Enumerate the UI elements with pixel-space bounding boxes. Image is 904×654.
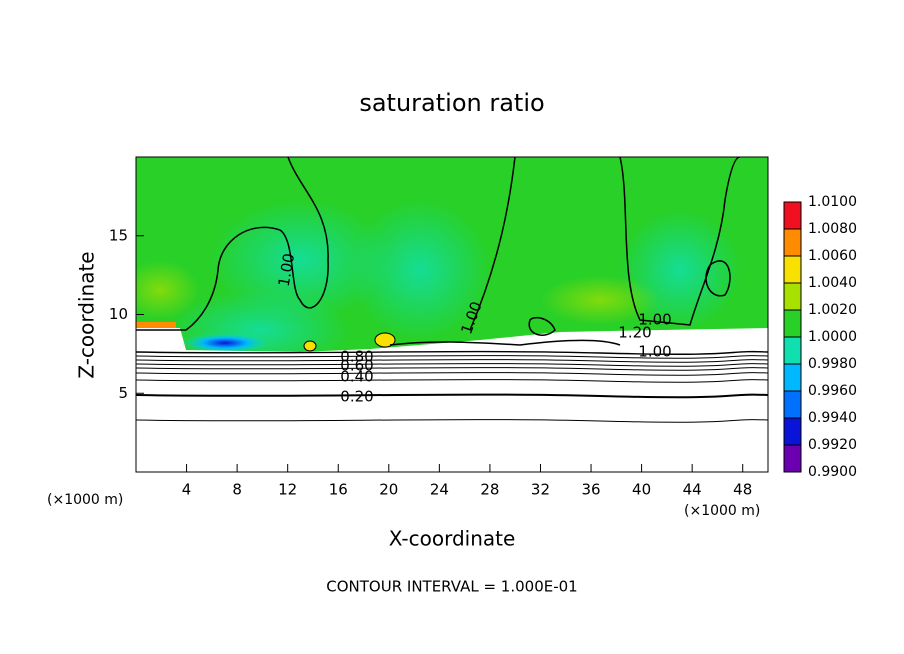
colorbar-swatch <box>783 390 802 419</box>
colorbar-label: 1.0060 <box>808 248 857 264</box>
colorbar-swatch <box>783 309 802 338</box>
contour-line <box>705 260 731 297</box>
contour-line <box>528 317 556 336</box>
contour-label: 1.00 <box>638 343 671 361</box>
colorbar-swatch <box>783 417 802 446</box>
field-patch <box>210 200 390 320</box>
contour-line <box>136 419 768 423</box>
x-tick-label: 12 <box>278 481 297 499</box>
contour-line <box>389 339 621 346</box>
contour-label: 0.80 <box>340 348 373 366</box>
y-tick-label: 15 <box>109 226 128 244</box>
colorbar-label: 0.9960 <box>808 383 857 399</box>
contour-line <box>136 359 768 363</box>
contour-line <box>136 350 768 355</box>
contour-line <box>469 157 741 331</box>
colorbar-label: 0.9920 <box>808 437 857 453</box>
contour-label: 0.40 <box>340 368 373 386</box>
y-axis-label: Z-coordinate <box>75 251 99 378</box>
contour-label: 1.00 <box>638 311 671 329</box>
field-lower <box>136 328 768 472</box>
field-patch <box>303 340 317 352</box>
x-tick-label: 4 <box>182 481 192 499</box>
field: 1.001.00 1.001.201.000.800.600.400.20 <box>136 157 768 472</box>
colorbar-swatch <box>783 201 802 230</box>
x-tick-label: 16 <box>329 481 348 499</box>
contour-label: 0.60 <box>340 357 373 375</box>
colorbar-swatch <box>783 336 802 365</box>
colorbar-swatch <box>783 255 802 284</box>
contour-line <box>136 367 768 371</box>
colorbar-label: 1.0000 <box>808 329 857 345</box>
field-patch <box>136 322 176 328</box>
contour-line <box>136 355 768 359</box>
colorbar-label: 0.9980 <box>808 356 857 372</box>
contour-line <box>136 363 768 367</box>
colorbar-label: 1.0040 <box>808 275 857 291</box>
y-tick-label: 5 <box>118 384 128 402</box>
field-patch <box>350 200 490 340</box>
x-unit-label: (×1000 m) <box>47 492 123 508</box>
x-tick-label: 48 <box>733 481 752 499</box>
colorbar-label: 1.0100 <box>808 194 857 210</box>
field-patch <box>374 332 396 348</box>
colorbar-swatch <box>783 228 802 257</box>
colorbar-label: 1.0020 <box>808 302 857 318</box>
x-tick-label: 20 <box>379 481 398 499</box>
x-unit-label: (×1000 m) <box>684 503 760 519</box>
colorbar-swatch <box>783 363 802 392</box>
x-tick-label: 28 <box>480 481 499 499</box>
colorbar-label: 0.9940 <box>808 410 857 426</box>
x-axis-label: X-coordinate <box>389 527 516 551</box>
contour-line <box>136 157 329 331</box>
x-tick-label: 40 <box>632 481 651 499</box>
field-patch <box>180 333 270 353</box>
footer: CONTOUR INTERVAL = 1.000E-01 <box>326 578 577 596</box>
field-patch <box>136 260 200 320</box>
x-tick-label: 44 <box>683 481 702 499</box>
colorbar-swatch <box>783 282 802 311</box>
colorbar-swatch <box>783 444 802 473</box>
contour-line <box>136 379 768 383</box>
colorbar-label: 0.9900 <box>808 464 857 480</box>
contour-line <box>136 372 768 376</box>
contour-label: 1.00 <box>275 252 299 288</box>
chart-title: saturation ratio <box>359 89 544 117</box>
contour-line <box>136 393 768 399</box>
contour-label: 1.20 <box>618 324 651 342</box>
y-tick-label: 10 <box>109 305 128 323</box>
x-tick-label: 8 <box>232 481 242 499</box>
x-tick-label: 32 <box>531 481 550 499</box>
colorbar-label: 1.0080 <box>808 221 857 237</box>
contour-label: 0.20 <box>340 388 373 406</box>
x-tick-label: 36 <box>581 481 600 499</box>
x-tick-label: 24 <box>430 481 449 499</box>
